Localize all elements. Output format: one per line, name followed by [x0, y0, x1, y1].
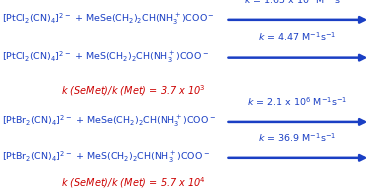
Text: $k$ = 36.9 M$^{-1}$s$^{-1}$: $k$ = 36.9 M$^{-1}$s$^{-1}$: [258, 131, 336, 144]
Text: [PtBr$_2$(CN)$_4$]$^{2-}$ + MeSe(CH$_2$)$_2$CH(NH$_3^+$)COO$^-$: [PtBr$_2$(CN)$_4$]$^{2-}$ + MeSe(CH$_2$)…: [2, 114, 216, 129]
Text: $k$ (SeMet)/$k$ (Met) = 3.7 x 10$^3$: $k$ (SeMet)/$k$ (Met) = 3.7 x 10$^3$: [61, 83, 206, 98]
Text: $k$ (SeMet)/$k$ (Met) = 5.7 x 10$^4$: $k$ (SeMet)/$k$ (Met) = 5.7 x 10$^4$: [61, 175, 206, 189]
Text: [PtCl$_2$(CN)$_4$]$^{2-}$ + MeSe(CH$_2$)$_2$CH(NH$_3^+$)COO$^-$: [PtCl$_2$(CN)$_4$]$^{2-}$ + MeSe(CH$_2$)…: [2, 12, 215, 27]
Text: [PtCl$_2$(CN)$_4$]$^{2-}$ + MeS(CH$_2$)$_2$CH(NH$_3^+$)COO$^-$: [PtCl$_2$(CN)$_4$]$^{2-}$ + MeS(CH$_2$)$…: [2, 50, 209, 65]
Text: $k$ = 2.1 x 10$^6$ M$^{-1}$s$^{-1}$: $k$ = 2.1 x 10$^6$ M$^{-1}$s$^{-1}$: [247, 95, 347, 108]
Text: [PtBr$_2$(CN)$_4$]$^{2-}$ + MeS(CH$_2$)$_2$CH(NH$_3^+$)COO$^-$: [PtBr$_2$(CN)$_4$]$^{2-}$ + MeS(CH$_2$)$…: [2, 150, 210, 165]
Text: $k$ = 1.65 x 10$^4$ M$^{-1}$s$^{-1}$: $k$ = 1.65 x 10$^4$ M$^{-1}$s$^{-1}$: [243, 0, 350, 6]
Text: $k$ = 4.47 M$^{-1}$s$^{-1}$: $k$ = 4.47 M$^{-1}$s$^{-1}$: [258, 31, 336, 43]
